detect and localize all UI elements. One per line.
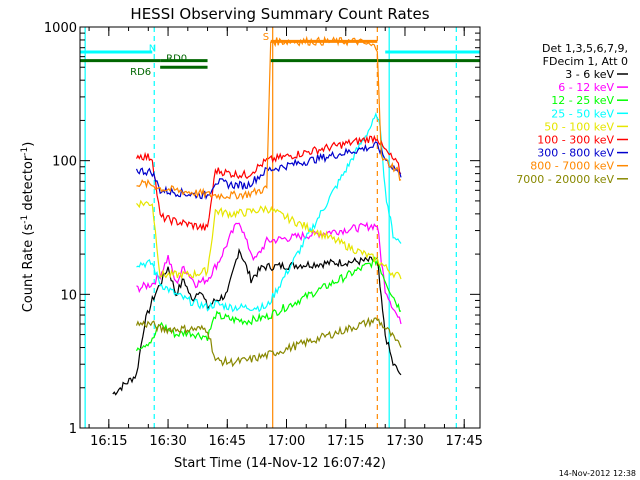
series-line [135, 134, 402, 232]
x-tick-label: 16:15 [90, 434, 127, 449]
legend-header-line: FDecim 1, Att 0 [543, 55, 628, 68]
y-tick-label: 1000 [44, 21, 77, 36]
x-tick-label: 17:15 [327, 434, 364, 449]
legend: Det 1,3,5,6,7,9,FDecim 1, Att 03 - 6 keV… [516, 42, 628, 186]
plot-area: N S RD0 RD6 1 10 100 1000 16:15 16:30 16:45 17:00 17… [44, 21, 483, 449]
annotation-label: N [149, 44, 156, 55]
legend-header-line: Det 1,3,5,6,7,9, [542, 42, 628, 55]
legend-entry-label: 7000 - 20000 keV [516, 173, 614, 186]
legend-entry-label: 300 - 800 keV [537, 147, 614, 160]
series-line [136, 199, 402, 280]
y-tick-label: 100 [52, 155, 77, 170]
x-tick-label: 17:00 [268, 434, 305, 449]
legend-entry-label: 12 - 25 keV [551, 94, 614, 107]
annotation-label: RD6 [130, 67, 151, 78]
annotation-label: RD0 [166, 54, 187, 65]
series-line [136, 221, 402, 325]
series-line [136, 112, 402, 313]
x-tick-label: 17:30 [386, 434, 423, 449]
y-axis-label: Count Rate (s-1 detector-1) [20, 142, 36, 313]
x-axis-label: Start Time (14-Nov-12 16:07:42) [174, 456, 386, 471]
series-line [135, 256, 402, 352]
legend-entry-label: 3 - 6 keV [565, 68, 614, 81]
series-line [135, 316, 402, 368]
y-tick-label: 10 [60, 288, 77, 303]
legend-entry-label: 800 - 7000 keV [530, 160, 614, 173]
legend-entry-label: 25 - 50 keV [551, 107, 614, 120]
timestamp-label: 14-Nov-2012 12:38 [559, 469, 636, 478]
plot-frame [79, 26, 481, 429]
annotation-label: S [263, 32, 269, 43]
series-line [136, 35, 402, 201]
x-tick-label: 17:45 [445, 434, 482, 449]
y-tick-label: 1 [69, 422, 77, 437]
x-tick-label: 16:45 [209, 434, 246, 449]
legend-entry-label: 50 - 100 keV [544, 120, 614, 133]
chart-title: HESSI Observing Summary Count Rates [130, 5, 429, 23]
legend-entry-label: 100 - 300 keV [537, 134, 614, 147]
x-tick-label: 16:30 [149, 434, 186, 449]
legend-entry-label: 6 - 12 keV [558, 81, 614, 94]
series-line [112, 247, 402, 396]
